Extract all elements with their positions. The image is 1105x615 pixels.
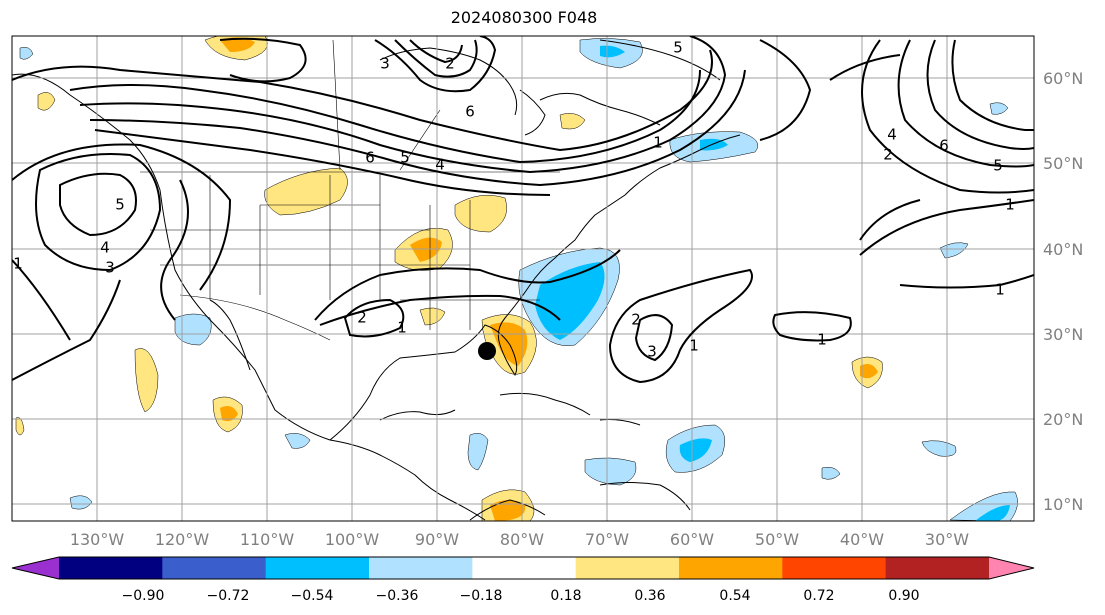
contour-label: 3 <box>105 259 115 277</box>
lon-label-30w: 30°W <box>925 530 969 549</box>
colorbar-segment <box>369 557 473 579</box>
colorbar-segment <box>575 557 680 579</box>
colorbar-tick-labels: −0.90 −0.72 −0.54 −0.36 −0.18 0.18 0.36 … <box>122 588 920 604</box>
contour-label: 4 <box>435 156 445 174</box>
contour-label: 1 <box>653 134 663 152</box>
contour-label: 4 <box>100 239 110 257</box>
latitude-labels: 60°N 50°N 40°N 30°N 20°N 10°N <box>1043 69 1083 514</box>
colorbar-tick-label: −0.54 <box>291 588 334 604</box>
colorbar-segment <box>59 557 163 579</box>
colorbar-segment <box>885 557 990 579</box>
colorbar-extend-low <box>12 557 59 579</box>
lat-label-40n: 40°N <box>1043 240 1083 259</box>
colorbar-segment <box>782 557 887 579</box>
lon-label-130w: 130°W <box>70 530 125 549</box>
lon-label-90w: 90°W <box>415 530 459 549</box>
map-frame <box>11 35 1035 522</box>
contour-label: 1 <box>1005 196 1015 214</box>
contour-label: 2 <box>357 309 367 327</box>
contour-label: 2 <box>445 55 455 73</box>
contour-label: 3 <box>647 343 657 361</box>
contour-label: 3 <box>380 55 390 73</box>
lat-label-20n: 20°N <box>1043 410 1083 429</box>
contour-label: 1 <box>995 281 1005 299</box>
colorbar-segment <box>472 557 577 579</box>
colorbar-tick-label: 0.90 <box>888 588 919 604</box>
colorbar-tick-label: −0.72 <box>207 588 250 604</box>
contour-label: 2 <box>883 146 893 164</box>
contour-value-labels: 5 4 3 1 6 5 4 6 2 3 5 1 2 1 2 3 1 1 6 5 … <box>13 39 1015 361</box>
colorbar-tick-label: 0.72 <box>803 588 834 604</box>
coastlines <box>12 39 741 521</box>
contour-label: 6 <box>465 103 475 121</box>
contour-label: 1 <box>689 337 699 355</box>
contour-label: 5 <box>993 157 1003 175</box>
storm-center-marker <box>478 342 496 360</box>
contour-label: 1 <box>397 319 407 337</box>
lon-label-40w: 40°W <box>840 530 884 549</box>
lon-label-70w: 70°W <box>585 530 629 549</box>
colorbar-outline <box>11 556 1035 580</box>
lon-label-120w: 120°W <box>155 530 210 549</box>
lon-label-110w: 110°W <box>240 530 295 549</box>
contour-label: 5 <box>115 196 125 214</box>
colorbar-tick-label: 0.36 <box>634 588 665 604</box>
contour-label: 6 <box>365 149 375 167</box>
colorbar-tick-label: −0.36 <box>376 588 419 604</box>
lat-label-60n: 60°N <box>1043 69 1083 88</box>
lat-label-30n: 30°N <box>1043 325 1083 344</box>
contour-label: 5 <box>673 39 683 57</box>
colorbar-tick-label: −0.18 <box>460 588 503 604</box>
lat-label-10n: 10°N <box>1043 495 1083 514</box>
lon-label-50w: 50°W <box>755 530 799 549</box>
contour-label: 5 <box>400 149 410 167</box>
lon-label-80w: 80°W <box>500 530 544 549</box>
contour-label: 1 <box>13 255 23 273</box>
longitude-labels: 130°W 120°W 110°W 100°W 90°W 80°W 70°W 6… <box>70 530 969 549</box>
contour-label: 6 <box>939 137 949 155</box>
political-borders <box>140 39 560 341</box>
colorbar-tick-label: 0.54 <box>719 588 750 604</box>
colorbar-tick-label: −0.90 <box>122 588 165 604</box>
lon-label-60w: 60°W <box>670 530 714 549</box>
contour-label: 4 <box>887 126 897 144</box>
colorbar-segment <box>265 557 370 579</box>
colorbar-segment <box>679 557 783 579</box>
colorbar-segment <box>162 557 267 579</box>
contour-label: 2 <box>631 311 641 329</box>
lat-label-50n: 50°N <box>1043 154 1083 173</box>
colorbar <box>11 556 1035 580</box>
colorbar-tick-label: 0.18 <box>550 588 581 604</box>
contour-label: 1 <box>817 331 827 349</box>
contour-lines <box>12 36 1034 384</box>
colorbar-extend-high <box>989 557 1034 579</box>
map-title: 2024080300 F048 <box>450 8 598 27</box>
lon-label-100w: 100°W <box>325 530 380 549</box>
